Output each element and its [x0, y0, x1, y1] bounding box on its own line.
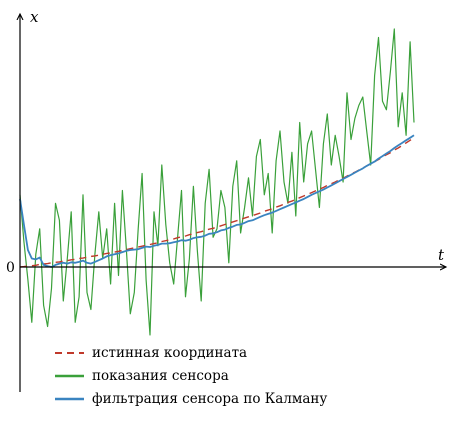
series-line-true	[19, 137, 415, 268]
legend-label-filter: фильтрация сенсора по Калману	[92, 391, 327, 407]
legend-label-sensor: показания сенсора	[92, 368, 229, 384]
legend: истинная координата показания сенсора фи…	[55, 345, 327, 407]
legend-label-true: истинная координата	[92, 345, 247, 361]
y-axis-label: x	[30, 8, 39, 26]
series-line-sensor	[19, 28, 415, 336]
series-line-filter	[19, 134, 415, 268]
x-axis-label: t	[438, 246, 445, 264]
series-layer	[19, 28, 415, 336]
origin-label: 0	[6, 260, 15, 276]
